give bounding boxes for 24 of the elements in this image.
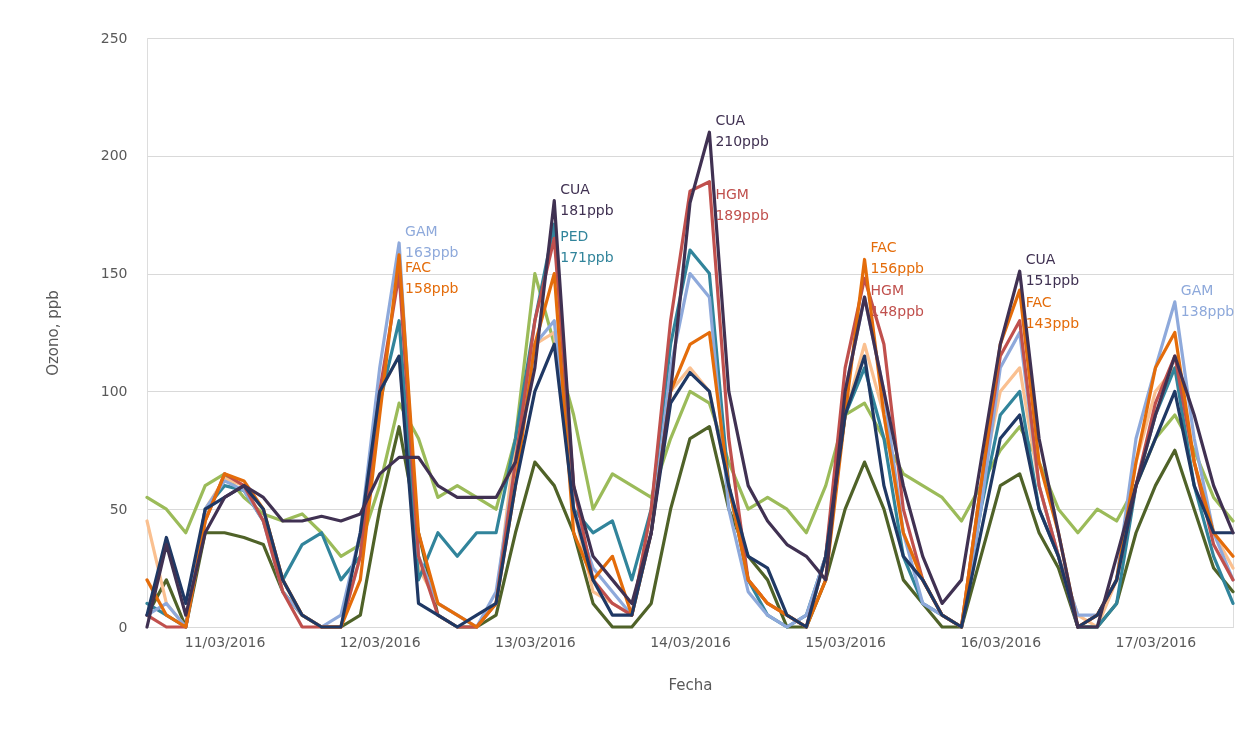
y-tick-label: 150 — [100, 265, 128, 282]
annotation: CUA 210ppb — [715, 112, 769, 150]
y-tick-label: 250 — [100, 29, 128, 46]
annotation: FAC 143ppb — [1025, 294, 1080, 332]
x-tick-label: 14/03/2016 — [650, 633, 731, 650]
annotation: PED 171ppb — [560, 228, 614, 266]
x-axis-title: Fecha — [668, 675, 713, 694]
annotation: GAM 138ppb — [1180, 281, 1235, 319]
x-tick-label: 15/03/2016 — [805, 633, 887, 650]
annotation: CUA 151ppb — [1025, 251, 1080, 289]
y-tick-label: 50 — [109, 500, 128, 517]
x-tick-label: 12/03/2016 — [339, 633, 421, 650]
annotation: FAC 156ppb — [870, 239, 925, 277]
y-tick-label: 100 — [100, 382, 128, 399]
y-tick-label: 0 — [118, 618, 128, 635]
x-tick-label: 16/03/2016 — [960, 633, 1042, 650]
annotation: GAM 163ppb — [405, 222, 459, 260]
x-tick-label: 13/03/2016 — [495, 633, 576, 650]
x-tick-label: 11/03/2016 — [184, 633, 266, 650]
x-tick-label: 17/03/2016 — [1115, 633, 1197, 650]
annotation: HGM 189ppb — [715, 185, 769, 223]
y-tick-label: 200 — [100, 147, 128, 164]
y-axis-title: Ozono, ppb — [43, 290, 62, 376]
annotation: CUA 181ppb — [560, 180, 614, 218]
